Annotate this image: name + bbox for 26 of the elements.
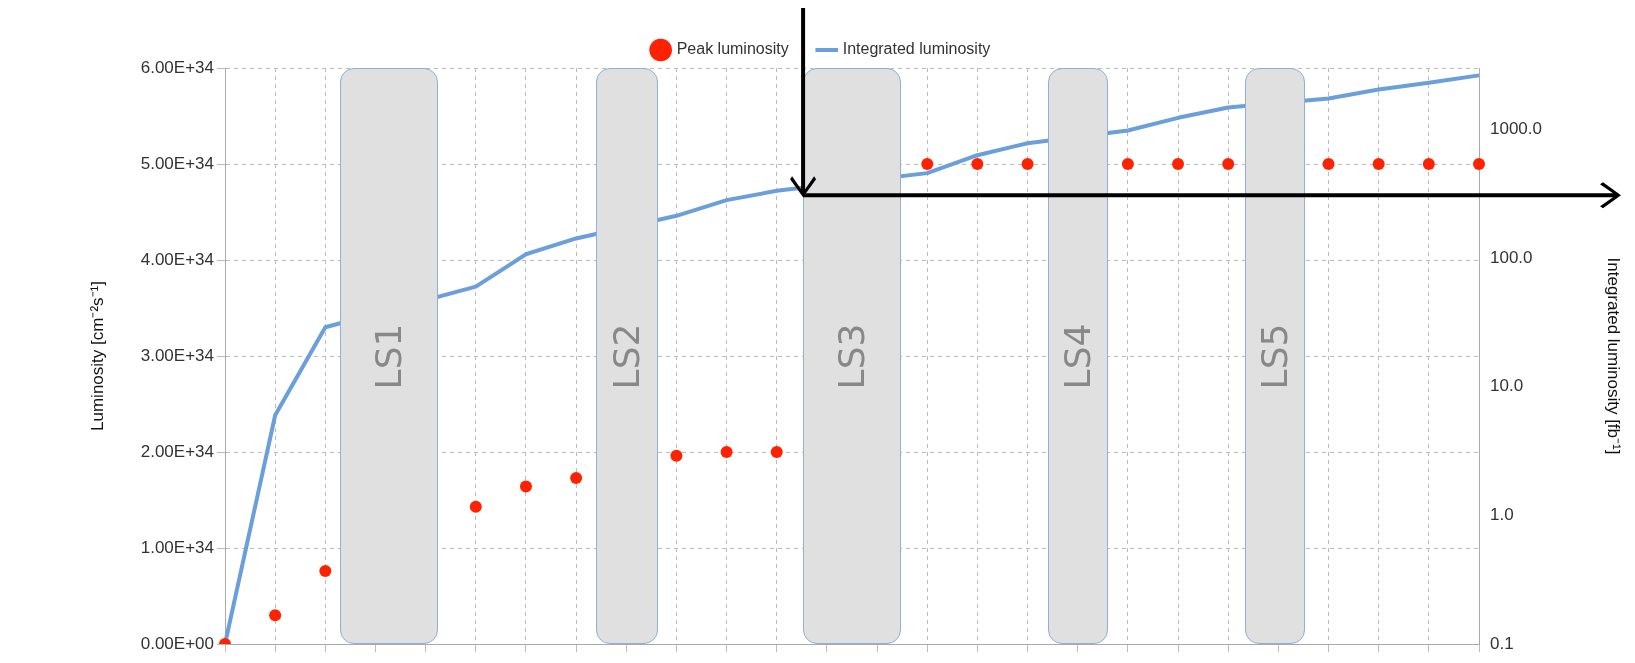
y-tick-label: 0.00E+00	[140, 633, 214, 653]
y-tick-label: 2.00E+34	[140, 441, 214, 461]
y2-tick-label: 100.0	[1490, 247, 1533, 267]
y-tick-label: 1.00E+34	[140, 537, 214, 557]
annotation: LS5	[1254, 323, 1296, 389]
rounded-box: LS1	[340, 68, 439, 644]
annotation: LS3	[831, 323, 873, 389]
rounded-box: LS5	[1244, 68, 1305, 644]
annotation: LS2	[606, 323, 648, 389]
legend-label: Peak luminosity	[676, 40, 789, 58]
y2-axis-title: Integrated luminosity [fb⁻¹]	[1604, 257, 1624, 455]
y-tick-label: 3.00E+34	[140, 345, 214, 365]
y-tick-label: 4.00E+34	[140, 249, 214, 269]
rounded-box: LS3	[803, 68, 901, 644]
rounded-box: LS4	[1047, 68, 1108, 644]
y2-tick-label: 1.0	[1490, 505, 1514, 525]
legend-label: Integrated luminosity	[842, 40, 991, 58]
y2-tick-label: 10.0	[1490, 376, 1524, 396]
y2-tick-label: 1000.0	[1490, 119, 1542, 139]
annotation: LS4	[1057, 323, 1099, 389]
annotation: LS1	[368, 323, 410, 389]
rounded-box: LS2	[596, 68, 658, 644]
y-axis-title: Luminosity [cm⁻²s⁻¹]	[87, 281, 107, 431]
y-tick-label: 5.00E+34	[140, 153, 214, 173]
y2-tick-label: 0.1	[1490, 633, 1514, 653]
y-tick-label: 6.00E+34	[140, 57, 214, 77]
